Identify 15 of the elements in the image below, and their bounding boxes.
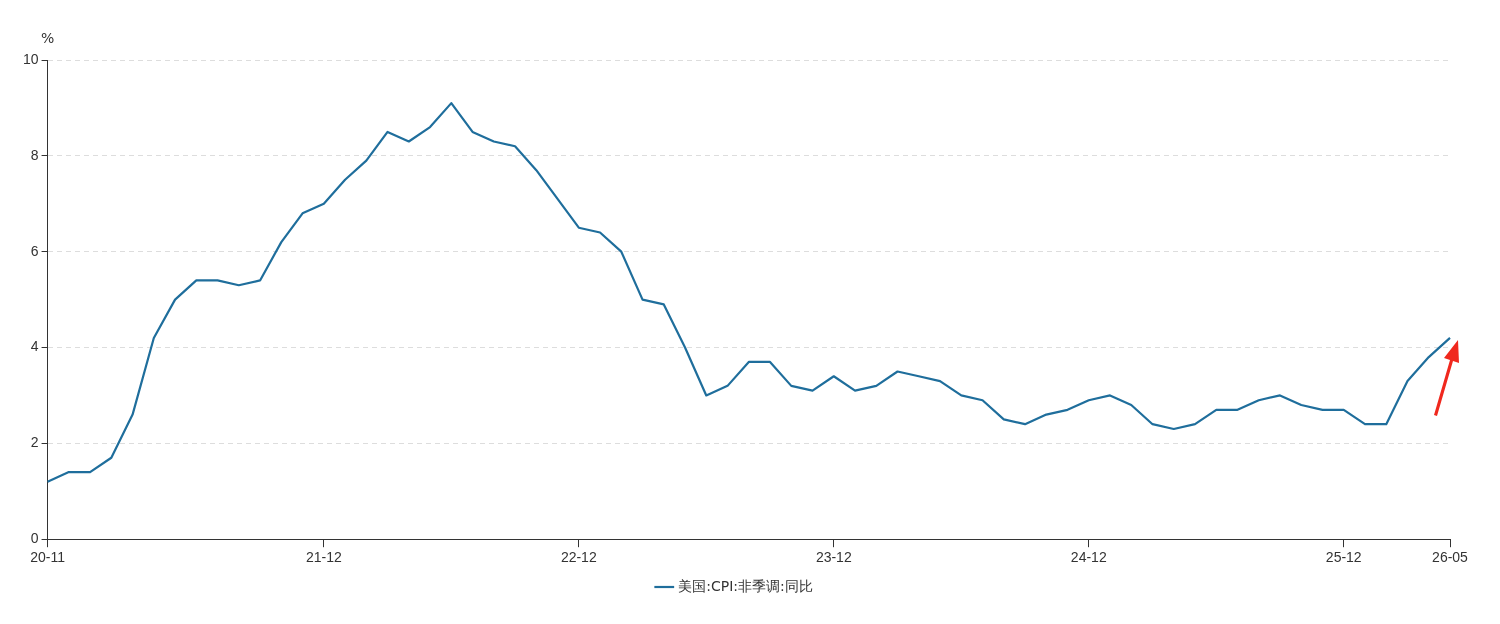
x-tick-label: 23-12 [815,549,852,566]
y-tick-label: 6 [30,242,39,259]
x-tick-label: 20-11 [30,549,66,566]
x-tick-label: 22-12 [560,549,597,566]
y-tick-label: 2 [30,434,39,451]
x-tick-label: 25-12 [1325,549,1362,566]
y-tick-label: 10 [22,50,39,67]
y-tick-label: 4 [30,338,39,355]
y-axis-title: % [40,29,55,46]
x-tick-label: 24-12 [1070,549,1107,566]
y-tick-label: 0 [30,530,39,547]
x-tick-label: 26-05 [1432,549,1469,566]
legend-label: 美国:CPI:非季调:同比 [678,577,813,594]
y-tick-label: 8 [30,146,39,163]
x-tick-label: 21-12 [305,549,342,566]
